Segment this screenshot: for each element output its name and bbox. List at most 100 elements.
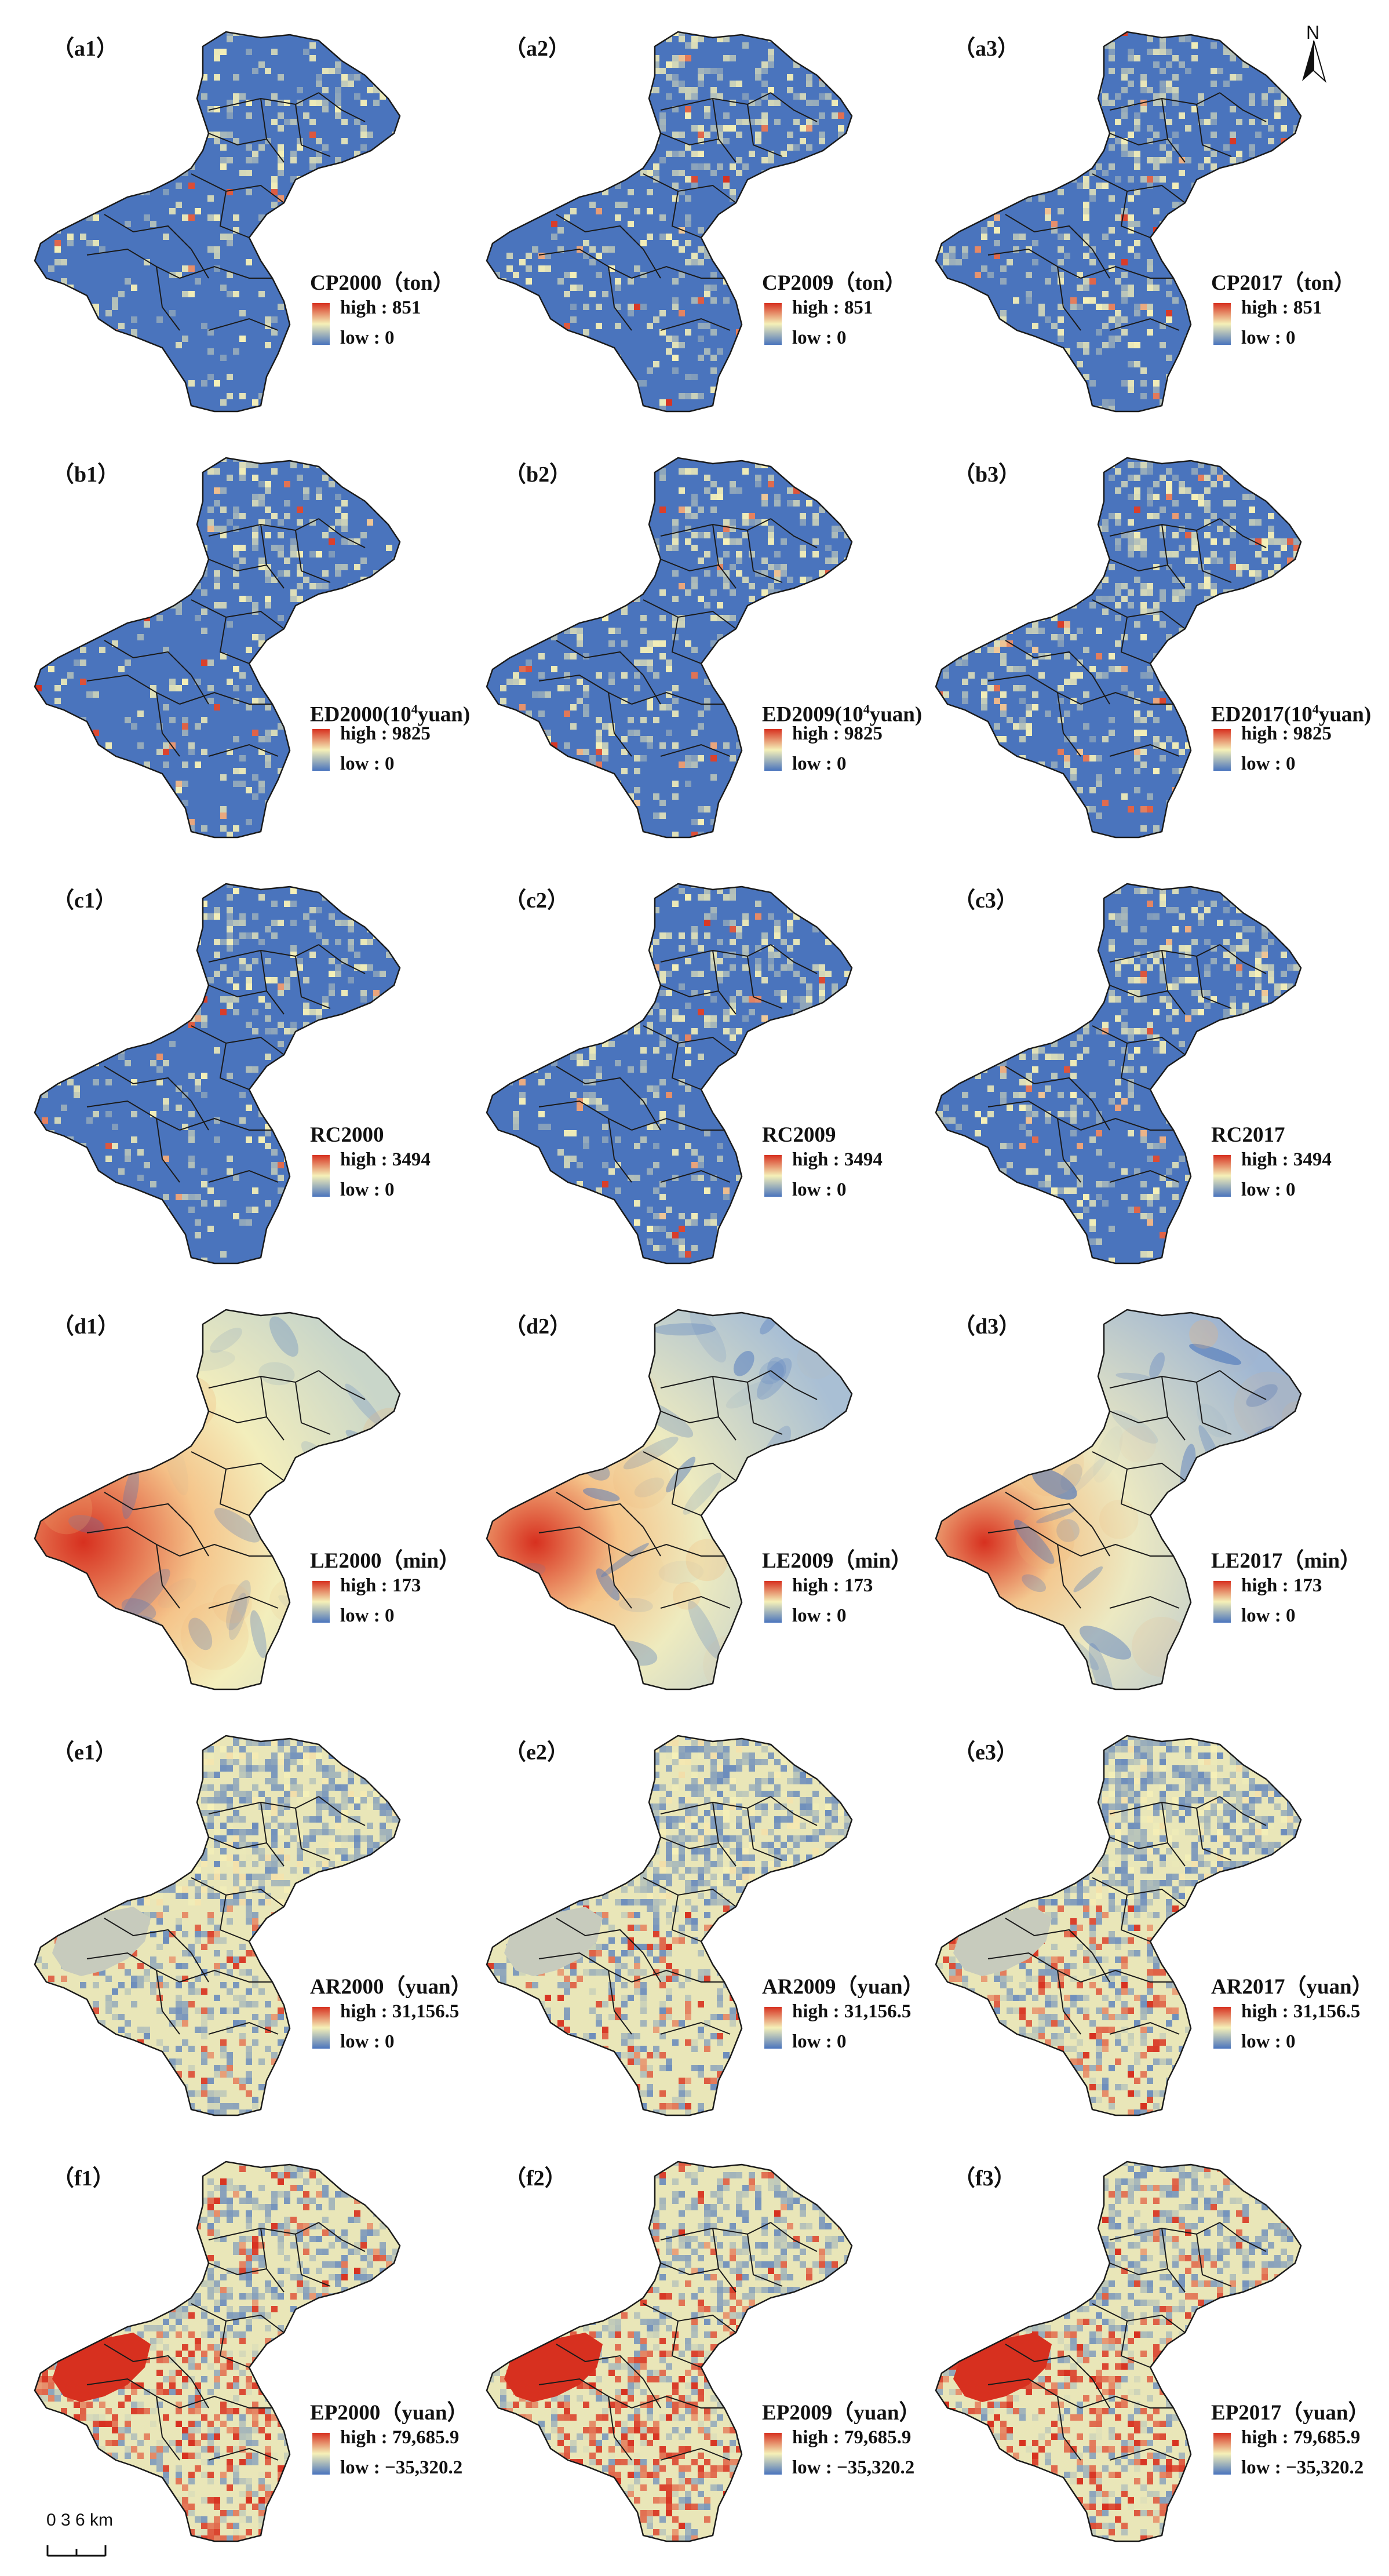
map-legend: CP2000（ton） high : 851 low : 0: [310, 269, 484, 351]
map-panel: （f1） EP2000（yuan） high : 79,685.9 low : −35…: [17, 2136, 468, 2553]
map-panel: （b3） ED2017(104yuan) high : 9825 low : 0: [918, 432, 1371, 849]
panel-label: （b1）: [52, 462, 120, 487]
legend-body: high : 173 low : 0: [1211, 1575, 1385, 1628]
legend-title: RC2017: [1211, 1123, 1285, 1147]
legend-high-label: high : 31,156.5: [1241, 2001, 1361, 2022]
north-arrow-icon: [1302, 40, 1326, 83]
legend-color-ramp: [312, 1581, 330, 1623]
north-label: N: [1306, 22, 1320, 43]
panel-label: （a3）: [953, 37, 1020, 61]
legend-color-ramp: [764, 2433, 782, 2475]
panel-label: （f1）: [52, 2166, 115, 2191]
legend-body: high : 173 low : 0: [310, 1575, 484, 1628]
panel-label: （e1）: [52, 1740, 117, 1765]
legend-title: AR2009（yuan）: [762, 1975, 924, 1999]
map-raster: [34, 1309, 401, 1690]
legend-body: high : 31,156.5 low : 0: [1211, 2001, 1385, 2054]
legend-high-label: high : 9825: [1241, 723, 1332, 744]
legend-low-label: low : 0: [1241, 1179, 1296, 1200]
legend-low-label: low : 0: [340, 753, 395, 774]
legend-high-label: high : 79,685.9: [792, 2427, 912, 2448]
legend-low-label: low : 0: [1241, 327, 1296, 348]
map-legend: AR2009（yuan） high : 31,156.5 low : 0: [762, 1973, 936, 2054]
legend-title-text: ED2017(10: [1211, 702, 1313, 727]
legend-title-unit: yuan): [869, 702, 923, 727]
map-legend: LE2009（min） high : 173 low : 0: [762, 1547, 936, 1628]
panel-label: （c3）: [953, 888, 1018, 913]
legend-color-ramp: [764, 303, 782, 345]
legend-high-label: high : 173: [792, 1575, 873, 1596]
map-panel: （e2） AR2009（yuan） high : 31,156.5 low : 0: [469, 1710, 924, 2127]
legend-low-label: low : 0: [340, 1179, 395, 1200]
legend-title: EP2009（yuan）: [762, 2401, 921, 2425]
panel-label: （a1）: [52, 37, 119, 61]
legend-high-label: high : 79,685.9: [1241, 2427, 1361, 2448]
legend-high-label: high : 851: [1241, 297, 1322, 318]
legend-body: high : 9825 low : 0: [762, 723, 936, 777]
legend-title: LE2009（min）: [762, 1549, 913, 1573]
legend-title-exponent: 4: [411, 702, 418, 716]
legend-high-label: high : 3494: [792, 1149, 883, 1170]
legend-color-ramp: [312, 1155, 330, 1197]
legend-high-label: high : 9825: [792, 723, 883, 744]
map-raster: [486, 883, 853, 1265]
map-legend: ED2000(104yuan) high : 9825 low : 0: [310, 695, 484, 777]
legend-body: high : 9825 low : 0: [1211, 723, 1385, 777]
legend-body: high : 79,685.9 low : −35,320.2: [1211, 2427, 1385, 2480]
map-panel: （a2） CP2009（ton） high : 851 low : 0: [469, 6, 910, 423]
map-raster: [935, 31, 1302, 413]
legend-low-label: low : −35,320.2: [1241, 2457, 1364, 2478]
legend-title: CP2009（ton）: [762, 271, 906, 295]
map-panel: （a1） CP2000（ton） high : 851 low : 0: [17, 6, 458, 423]
map-legend: RC2000 high : 3494 low : 0: [310, 1121, 484, 1203]
panel-label: （b3）: [953, 462, 1021, 487]
map-raster: [935, 883, 1302, 1265]
legend-low-label: low : 0: [1241, 753, 1296, 774]
legend-color-ramp: [764, 1155, 782, 1197]
legend-low-label: low : 0: [340, 2031, 395, 2052]
legend-high-label: high : 3494: [340, 1149, 431, 1170]
map-panel: （d1） LE2000（min） high : 173 low : 0: [17, 1284, 460, 1701]
legend-high-label: high : 173: [340, 1575, 421, 1596]
legend-title: EP2017（yuan）: [1211, 2401, 1370, 2425]
legend-color-ramp: [312, 2433, 330, 2475]
legend-title: AR2017（yuan）: [1211, 1975, 1373, 1999]
map-raster: [935, 2160, 1302, 2542]
map-raster: [486, 31, 853, 413]
panel-label: （d1）: [52, 1314, 120, 1339]
map-raster: [935, 457, 1302, 839]
map-panel: （e1） AR2000（yuan） high : 31,156.5 low : 0: [17, 1710, 472, 2127]
legend-body: high : 31,156.5 low : 0: [310, 2001, 484, 2054]
legend-color-ramp: [1213, 2433, 1231, 2475]
legend-title-unit: yuan): [417, 702, 471, 727]
legend-body: high : 9825 low : 0: [310, 723, 484, 777]
map-raster: [34, 883, 401, 1265]
legend-title: AR2000（yuan）: [310, 1975, 472, 1999]
map-panel: （b2） ED2009(104yuan) high : 9825 low : 0: [469, 432, 922, 849]
scale-bar: [46, 2545, 107, 2557]
map-panel: （d2） LE2009（min） high : 173 low : 0: [469, 1284, 912, 1701]
panel-label: （d2）: [504, 1314, 572, 1339]
legend-low-label: low : −35,320.2: [340, 2457, 463, 2478]
panel-label: （f3）: [953, 2166, 1016, 2191]
legend-title: LE2000（min）: [310, 1549, 461, 1573]
legend-low-label: low : 0: [1241, 2031, 1296, 2052]
panel-label: （a2）: [504, 37, 571, 61]
legend-title: CP2017（ton）: [1211, 271, 1355, 295]
map-raster: [935, 1735, 1302, 2116]
legend-color-ramp: [1213, 1155, 1231, 1197]
scale-bar-label: 0 3 6 km: [46, 2511, 114, 2530]
map-panel: （a3） CP2017（ton） high : 851 low : 0: [918, 6, 1359, 423]
legend-title-exponent: 4: [1312, 702, 1319, 716]
map-legend: AR2017（yuan） high : 31,156.5 low : 0: [1211, 1973, 1385, 2054]
legend-low-label: low : 0: [792, 1179, 847, 1200]
panel-label: （b2）: [504, 462, 572, 487]
legend-title: ED2000(104yuan): [310, 695, 484, 727]
map-legend: ED2017(104yuan) high : 9825 low : 0: [1211, 695, 1385, 777]
map-legend: LE2017（min） high : 173 low : 0: [1211, 1547, 1385, 1628]
map-raster: [486, 1735, 853, 2116]
map-raster: [486, 457, 853, 839]
legend-color-ramp: [312, 303, 330, 345]
panel-label: （c2）: [504, 888, 569, 913]
